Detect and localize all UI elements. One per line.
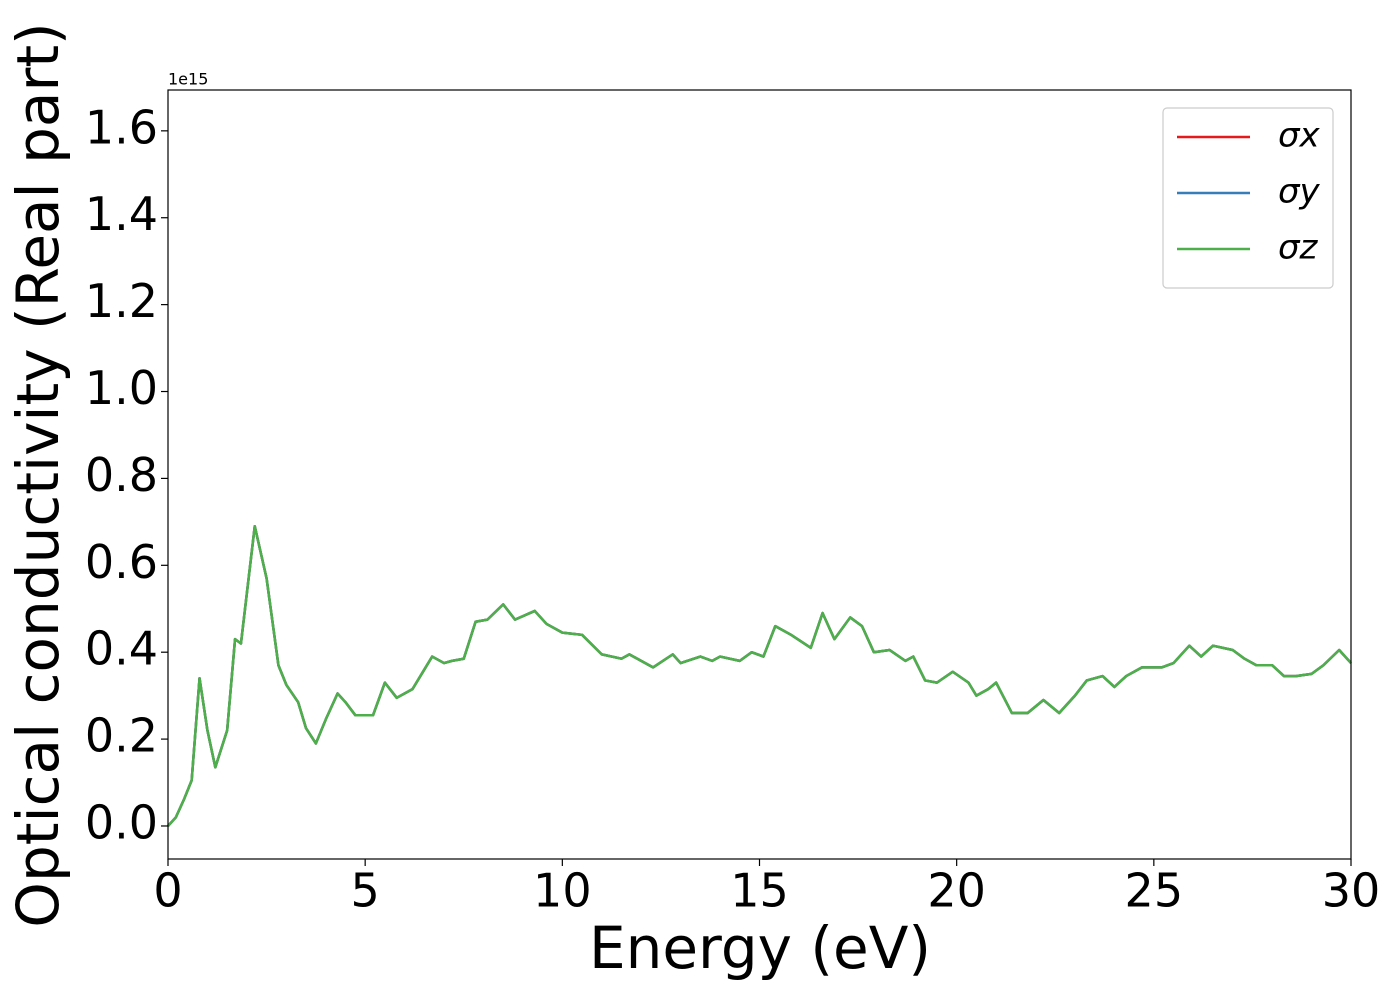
x-axis-label: Energy (eV) [589,914,931,982]
legend-label: σz [1278,228,1319,268]
x-tick-label: 15 [730,864,789,918]
x-tick-label: 25 [1125,864,1184,918]
y-tick-label: 0.2 [85,709,158,763]
x-tick-label: 20 [927,864,986,918]
legend-label: σx [1278,116,1321,156]
y-tick-label: 1.2 [85,274,158,328]
plot-frame [167,89,1352,860]
x-tick-label: 30 [1322,864,1381,918]
y-tick-label: 1.0 [85,361,158,415]
data-line [167,524,1352,827]
x-tick-label: 10 [533,864,592,918]
y-axis-label: Optical conductivity (Real part) [4,22,72,927]
y-tick-label: 0.8 [85,448,158,502]
y-tick-label: 0.4 [85,622,158,676]
x-tick-label: 0 [153,864,182,918]
y-tick-label: 0.0 [85,795,158,849]
offset-label: 1e15 [168,70,208,89]
legend-label: σy [1278,172,1321,212]
y-tick-label: 0.6 [85,535,158,589]
legend-box [1162,107,1334,289]
y-tick-label: 1.6 [85,100,158,154]
y-tick-label: 1.4 [85,187,158,241]
x-tick-label: 5 [351,864,380,918]
